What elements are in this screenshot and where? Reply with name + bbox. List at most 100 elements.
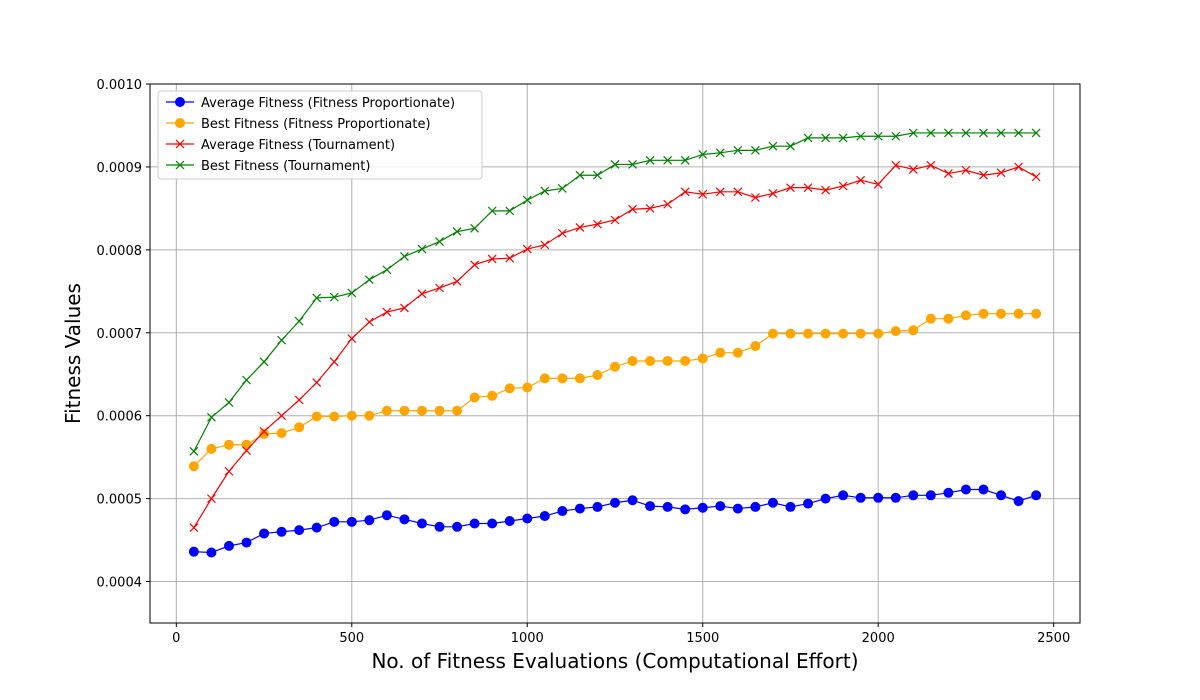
data-point (697, 502, 708, 513)
data-point (574, 373, 585, 384)
y-tick-label: 0.0007 (97, 327, 143, 342)
data-point (294, 422, 305, 433)
data-point (733, 187, 743, 197)
y-tick-label: 0.0006 (97, 410, 143, 425)
data-point (434, 521, 445, 532)
data-point (276, 428, 287, 439)
data-point (400, 303, 409, 313)
data-point (557, 184, 567, 193)
data-point (346, 410, 357, 421)
data-point (347, 334, 357, 343)
data-point (645, 203, 655, 213)
data-point (890, 492, 901, 503)
data-point (364, 317, 374, 327)
data-point (732, 503, 743, 514)
data-point (925, 313, 936, 324)
data-point (434, 405, 445, 416)
data-point (1013, 308, 1024, 319)
data-point (416, 518, 427, 529)
data-point (610, 160, 620, 169)
data-point (838, 181, 848, 191)
data-point (223, 439, 234, 450)
data-point (294, 525, 305, 536)
data-point (452, 276, 462, 286)
data-point (557, 228, 567, 238)
legend-entry: Best Fitness (Fitness Proportionate) (166, 117, 431, 132)
data-point (470, 260, 480, 270)
y-tick-label: 0.0004 (97, 576, 143, 591)
data-point (926, 128, 936, 138)
data-point (943, 169, 953, 178)
legend-box (157, 90, 483, 180)
data-point (575, 170, 585, 180)
data-point (628, 204, 637, 214)
data-point (855, 328, 866, 339)
data-point (680, 355, 691, 366)
data-point (593, 219, 602, 229)
data-point (329, 411, 340, 422)
data-point (750, 145, 760, 155)
data-point (891, 131, 901, 141)
x-tick-label: 500 (339, 631, 364, 646)
data-point (346, 516, 357, 527)
data-point (767, 328, 778, 339)
data-point (1031, 172, 1041, 182)
series-1 (188, 308, 1042, 472)
data-point (557, 373, 568, 384)
data-point (206, 412, 216, 422)
data-point (961, 165, 971, 175)
data-point (979, 128, 988, 138)
data-point (1013, 496, 1024, 507)
data-point (505, 253, 515, 263)
x-tick-label: 1000 (511, 631, 544, 646)
legend-label: Best Fitness (Tournament) (201, 159, 370, 174)
data-point (627, 355, 638, 366)
series-3 (189, 128, 1041, 456)
data-point (242, 375, 251, 385)
data-point (890, 326, 901, 337)
data-point (487, 254, 497, 264)
data-point (364, 515, 375, 526)
legend-marker (175, 118, 185, 128)
data-point (469, 392, 480, 403)
data-point (996, 308, 1007, 319)
data-point (259, 427, 269, 436)
legend-label: Average Fitness (Fitness Proportionate) (201, 96, 455, 111)
data-point (1031, 128, 1041, 138)
data-point (189, 523, 199, 533)
data-point (662, 501, 673, 512)
data-point (960, 310, 971, 321)
data-point (1014, 128, 1024, 138)
data-point (662, 355, 673, 366)
data-point (487, 518, 498, 529)
data-point (452, 227, 462, 237)
data-point (873, 179, 883, 189)
data-point (610, 361, 620, 372)
data-point (960, 484, 971, 495)
data-point (663, 155, 673, 165)
data-point (943, 128, 953, 138)
data-point (452, 521, 463, 532)
data-point (452, 405, 463, 416)
data-point (259, 528, 270, 539)
data-point (557, 506, 568, 517)
legend-label: Best Fitness (Fitness Proportionate) (201, 117, 431, 132)
data-point (1031, 308, 1042, 319)
data-point (522, 382, 533, 393)
data-point (996, 168, 1006, 178)
data-point (1014, 162, 1024, 172)
y-tick-label: 0.0008 (97, 244, 143, 259)
data-point (785, 328, 796, 339)
data-point (242, 446, 251, 455)
legend-marker (175, 160, 185, 170)
x-tick-label: 2500 (1037, 631, 1070, 646)
legend-marker (175, 97, 185, 107)
data-point (347, 288, 357, 298)
data-point (593, 170, 602, 180)
data-point (241, 537, 252, 548)
data-point (785, 501, 796, 512)
series-2 (189, 160, 1041, 533)
data-point (311, 522, 322, 533)
data-point (329, 357, 339, 367)
data-point (821, 133, 830, 143)
